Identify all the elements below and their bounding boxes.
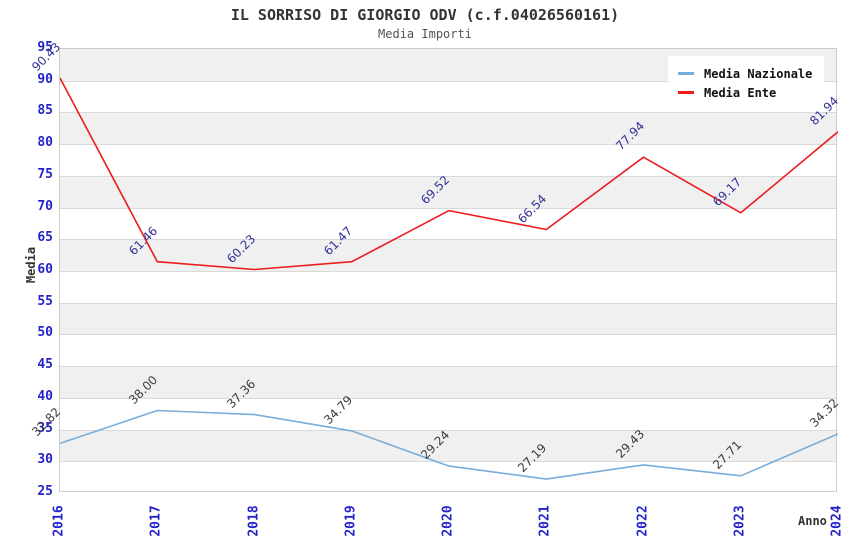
x-tick-label: 2017 [148, 505, 164, 537]
gridline [60, 80, 836, 82]
gridline [60, 366, 836, 368]
x-tick-label: 2024 [829, 505, 845, 537]
y-tick-label: 35 [37, 420, 53, 436]
y-tick-label: 70 [37, 198, 53, 214]
plot-area [59, 48, 838, 492]
series-lines [60, 77, 838, 480]
plot-band [60, 112, 836, 145]
x-tick-label: 2019 [343, 505, 359, 537]
gridline [60, 239, 836, 241]
series-line-media-ente [60, 77, 838, 271]
plot-band [60, 239, 836, 271]
plot-band [60, 366, 836, 398]
y-tick-label: 25 [37, 484, 53, 499]
plot-band [60, 302, 836, 335]
gridline [60, 302, 836, 304]
y-tick-label: 40 [37, 388, 53, 404]
y-tick-label: 80 [37, 135, 53, 151]
gridline [60, 397, 836, 399]
y-tick-label: 30 [37, 452, 53, 468]
chart-subtitle: Media Importi [378, 27, 472, 41]
legend-label: Media Nazionale [704, 66, 813, 81]
x-tick-label: 2021 [537, 505, 553, 537]
plot-band [60, 175, 836, 208]
gridline [60, 429, 836, 431]
x-tick-label: 2018 [246, 505, 261, 537]
y-tick-label: 65 [37, 230, 53, 246]
gridline [60, 175, 836, 177]
y-tick-label: 95 [37, 40, 53, 55]
y-tick-label: 85 [37, 103, 53, 119]
gridline [60, 461, 836, 463]
y-tick-label: 55 [37, 293, 53, 309]
y-tick-label: 50 [37, 325, 53, 341]
y-tick-label: 60 [37, 262, 53, 277]
line-swatch-icon [678, 91, 694, 94]
gridline [60, 334, 836, 336]
y-tick-label: 45 [37, 357, 53, 373]
line-swatch-icon [678, 72, 694, 75]
gridline [60, 112, 836, 114]
chart-title: IL SORRISO DI GIORGIO ODV (c.f.040265601… [230, 6, 620, 24]
gridline [60, 207, 836, 209]
gridline [60, 271, 836, 272]
legend-item-media-ente: Media Ente [678, 84, 812, 101]
x-tick-label: 2016 [51, 505, 67, 537]
gridline [60, 144, 836, 146]
plot-band [60, 429, 836, 462]
x-tick-label: 2022 [635, 505, 650, 537]
x-axis-title: Anno [798, 514, 827, 528]
series-line-media-nazionale [60, 409, 838, 480]
legend-label: Media Ente [704, 85, 777, 100]
y-tick-label: 90 [37, 71, 53, 87]
y-tick-label: 75 [37, 166, 53, 182]
legend-item-media-nazionale: Media Nazionale [678, 65, 812, 82]
x-tick-label: 2020 [440, 505, 456, 537]
legend: Media Nazionale Media Ente [668, 56, 825, 109]
x-tick-label: 2023 [732, 505, 748, 537]
